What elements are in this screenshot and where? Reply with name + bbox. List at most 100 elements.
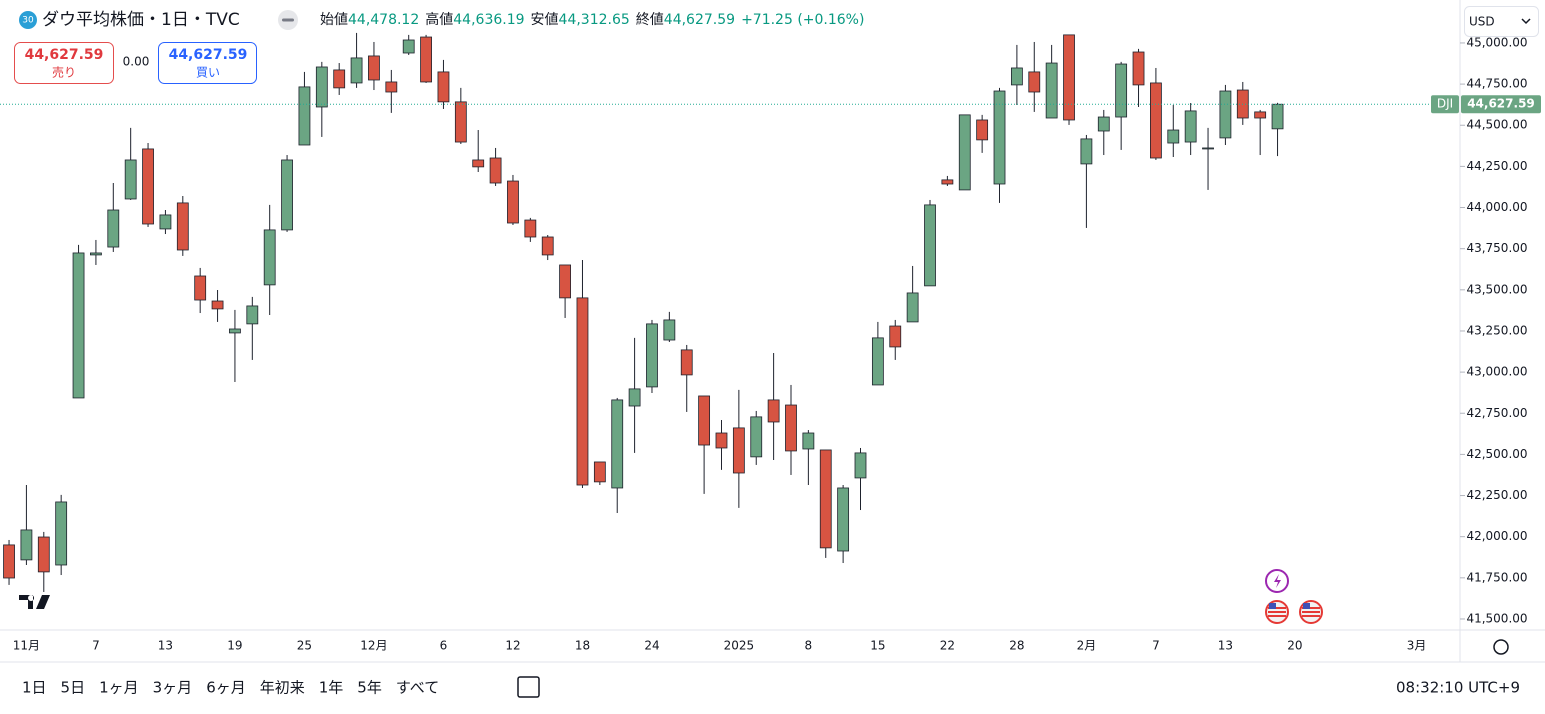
candle-body bbox=[698, 395, 711, 446]
candle-body bbox=[906, 292, 919, 323]
x-tick-label: 13 bbox=[1218, 639, 1233, 653]
sell-button[interactable] bbox=[14, 42, 114, 84]
candle-body bbox=[298, 86, 311, 146]
ohlc-legend: 始値 44,478.12 高値 44,636.19 安値 44,312.65 終値 44,62… bbox=[320, 11, 864, 28]
candle-body bbox=[767, 399, 780, 423]
candle-body bbox=[1184, 110, 1197, 143]
candle-body bbox=[976, 119, 989, 141]
buy-button[interactable] bbox=[158, 42, 257, 84]
candle-body bbox=[1045, 62, 1058, 119]
x-tick-label: 28 bbox=[1009, 639, 1024, 653]
x-tick-label: 18 bbox=[575, 639, 590, 653]
candle-body bbox=[454, 101, 467, 143]
candle-body bbox=[72, 252, 85, 399]
clock: 08:32:10 UTC+9 bbox=[1396, 679, 1520, 697]
buy-label: 買い bbox=[196, 66, 220, 80]
flag-canton bbox=[1269, 603, 1276, 609]
x-tick-label: 7 bbox=[1152, 639, 1160, 653]
candle-body bbox=[715, 432, 728, 449]
y-tick-label: 44,750.00 bbox=[1466, 77, 1527, 91]
change: +71.25 (+0.16%) bbox=[741, 12, 864, 28]
range-button[interactable]: 5年 bbox=[357, 679, 382, 697]
x-tick-label: 6 bbox=[440, 639, 448, 653]
candle-body bbox=[1219, 90, 1232, 139]
candle-body bbox=[437, 71, 450, 103]
candle-body bbox=[1097, 116, 1110, 132]
x-tick-label: 12月 bbox=[360, 639, 387, 653]
range-button[interactable]: 1ヶ月 bbox=[99, 679, 139, 697]
y-tick-label: 44,000.00 bbox=[1466, 200, 1527, 214]
x-tick-label: 11月 bbox=[13, 639, 40, 653]
date-range-button[interactable] bbox=[517, 676, 540, 698]
last-price-tag bbox=[1461, 95, 1541, 114]
candle-body bbox=[593, 461, 606, 483]
range-button[interactable]: すべて bbox=[396, 679, 439, 697]
ohlc-value: 44,636.19 bbox=[453, 12, 524, 28]
range-button[interactable]: 1年 bbox=[319, 679, 344, 697]
y-tick-label: 44,250.00 bbox=[1466, 159, 1527, 173]
candle-body bbox=[628, 388, 641, 407]
candle-body bbox=[889, 325, 902, 348]
candle-body bbox=[646, 323, 658, 388]
x-tick-label: 20 bbox=[1287, 639, 1302, 653]
ohlc-value: 44,478.12 bbox=[348, 12, 419, 28]
candle-body bbox=[1028, 71, 1041, 93]
candle-body bbox=[1080, 138, 1093, 165]
ohlc-label: 終値 bbox=[636, 12, 664, 28]
ohlc-label: 安値 bbox=[531, 12, 559, 28]
candle-body bbox=[420, 36, 432, 83]
candle-body bbox=[194, 275, 207, 301]
collapse-icon bbox=[282, 18, 294, 22]
y-tick-label: 42,000.00 bbox=[1466, 529, 1527, 543]
range-toolbar: 1日 5日 1ヶ月 3ヶ月 6ヶ月 年初来 1年 5年 すべて bbox=[22, 679, 439, 697]
candle-body bbox=[107, 209, 120, 248]
candle-body bbox=[281, 159, 293, 231]
symbol-tag bbox=[1431, 95, 1459, 114]
y-tick-label: 41,500.00 bbox=[1466, 611, 1527, 625]
flag-stripes bbox=[1268, 607, 1320, 617]
range-button[interactable]: 3ヶ月 bbox=[153, 679, 193, 697]
settings-button[interactable] bbox=[1493, 639, 1509, 655]
range-button[interactable]: 6ヶ月 bbox=[206, 679, 246, 697]
event-icon bbox=[1274, 574, 1281, 588]
candle-body bbox=[333, 69, 346, 89]
x-tick-label: 8 bbox=[805, 639, 813, 653]
range-button[interactable]: 1日 bbox=[22, 679, 47, 697]
x-tick-label: 2025 bbox=[724, 639, 755, 653]
candle-body bbox=[229, 328, 241, 334]
symbol-badge bbox=[19, 11, 37, 29]
symbol-tag-text: DJI bbox=[1437, 97, 1453, 111]
sell-label: 売り bbox=[52, 65, 76, 80]
candle-body bbox=[871, 337, 884, 386]
x-tick-label: 25 bbox=[297, 639, 312, 653]
candle-body bbox=[472, 159, 485, 168]
ohlc-label: 高値 bbox=[425, 11, 453, 28]
currency-label: USD bbox=[1469, 15, 1495, 29]
candle-body bbox=[1167, 129, 1180, 144]
x-tick-label: 7 bbox=[92, 639, 100, 653]
range-button[interactable]: 5日 bbox=[61, 679, 86, 697]
currency-select[interactable] bbox=[1464, 6, 1539, 37]
candle-body bbox=[402, 39, 415, 54]
candle-body bbox=[1010, 67, 1023, 86]
candle-body bbox=[263, 229, 276, 286]
y-tick-label: 45,000.00 bbox=[1466, 35, 1527, 49]
candle-body bbox=[837, 487, 850, 552]
range-button[interactable]: 年初来 bbox=[260, 679, 305, 697]
x-tick-label: 24 bbox=[644, 639, 659, 653]
candle-body bbox=[142, 148, 154, 225]
candle-body bbox=[732, 427, 745, 474]
logo bbox=[19, 595, 50, 609]
candle-body bbox=[489, 157, 502, 184]
candle-body bbox=[159, 214, 172, 230]
symbol-badge-text: 30 bbox=[22, 16, 34, 26]
y-tick-label: 43,250.00 bbox=[1466, 323, 1527, 337]
flag-canton bbox=[1303, 603, 1310, 609]
candle-body bbox=[368, 55, 380, 81]
candle-body bbox=[680, 349, 693, 376]
y-tick-label: 44,500.00 bbox=[1466, 118, 1527, 132]
x-tick-label: 19 bbox=[227, 639, 242, 653]
ohlc-value: 44,312.65 bbox=[559, 12, 630, 28]
candle-body bbox=[924, 204, 936, 287]
